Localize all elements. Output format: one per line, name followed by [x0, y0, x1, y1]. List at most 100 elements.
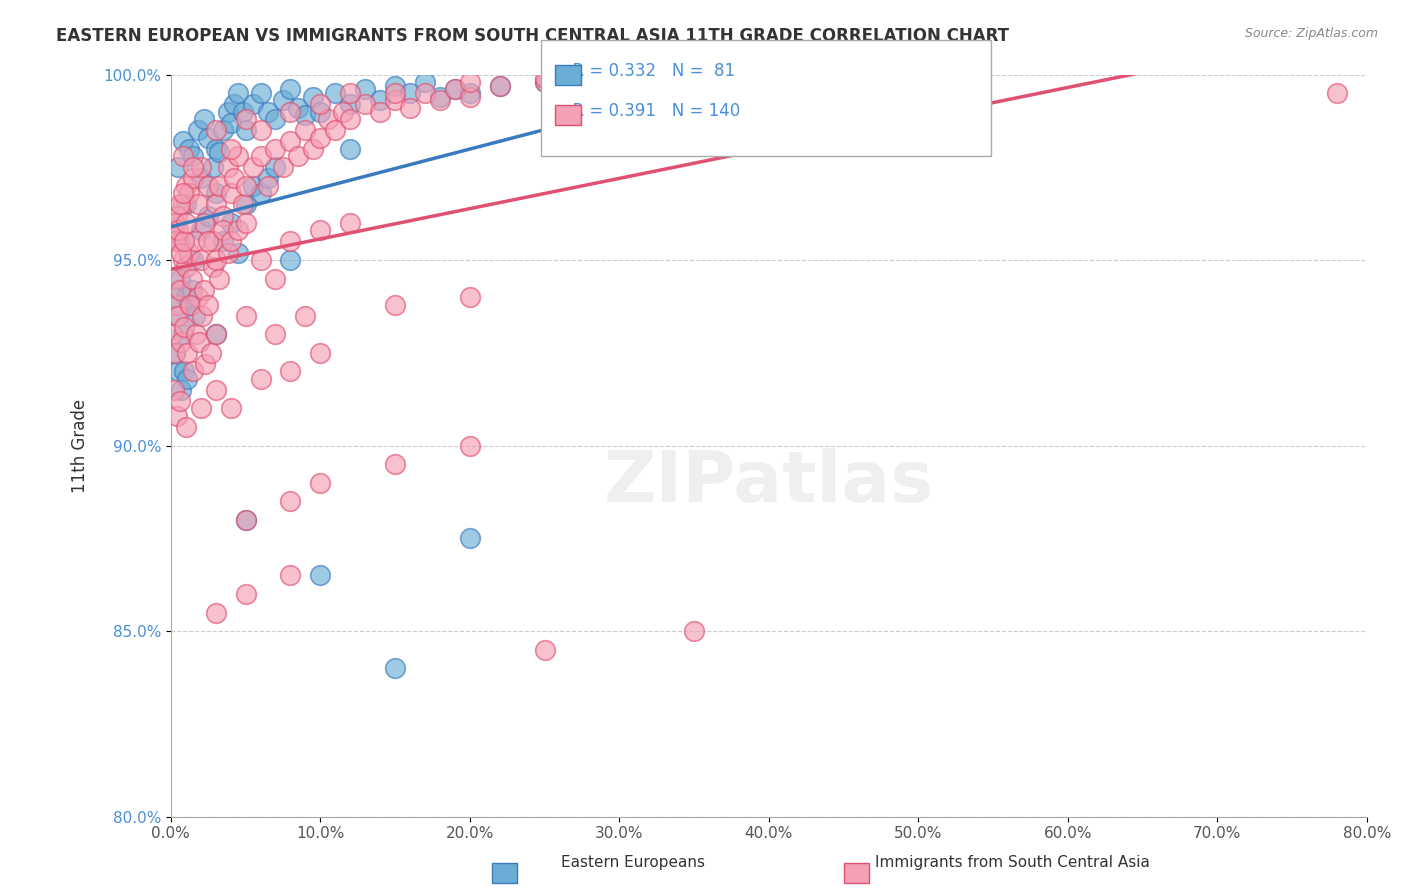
Point — [384, 86, 406, 100]
Point — [242, 178, 264, 193]
Point — [339, 142, 361, 156]
Point — [309, 104, 332, 119]
Point — [180, 271, 202, 285]
Point — [169, 197, 191, 211]
Text: Eastern Europeans: Eastern Europeans — [561, 855, 704, 870]
Point — [264, 142, 287, 156]
Point — [190, 223, 212, 237]
Point — [339, 86, 361, 100]
Point — [162, 327, 184, 342]
Point — [1326, 86, 1348, 100]
Point — [208, 145, 231, 160]
Point — [226, 223, 249, 237]
Point — [294, 309, 316, 323]
Point — [683, 75, 706, 89]
Point — [280, 253, 302, 268]
Point — [458, 86, 481, 100]
Point — [309, 346, 332, 360]
Text: EASTERN EUROPEAN VS IMMIGRANTS FROM SOUTH CENTRAL ASIA 11TH GRADE CORRELATION CH: EASTERN EUROPEAN VS IMMIGRANTS FROM SOUT… — [56, 27, 1010, 45]
Point — [429, 90, 451, 104]
Point — [173, 364, 195, 378]
Point — [758, 71, 780, 86]
Point — [193, 112, 215, 126]
Point — [488, 78, 510, 93]
Point — [191, 309, 214, 323]
Point — [249, 253, 271, 268]
Point — [458, 439, 481, 453]
Point — [197, 178, 219, 193]
Point — [165, 216, 187, 230]
Point — [235, 309, 257, 323]
Point — [169, 235, 191, 249]
Point — [174, 178, 197, 193]
Point — [169, 283, 191, 297]
Point — [167, 161, 190, 175]
Point — [533, 75, 555, 89]
Point — [186, 327, 208, 342]
Point — [212, 223, 235, 237]
Point — [174, 216, 197, 230]
Point — [280, 494, 302, 508]
Point — [235, 216, 257, 230]
Point — [181, 364, 204, 378]
Point — [176, 372, 198, 386]
Point — [368, 104, 391, 119]
Point — [399, 86, 422, 100]
Point — [194, 357, 217, 371]
Point — [174, 290, 197, 304]
Point — [177, 297, 200, 311]
Point — [162, 223, 184, 237]
Point — [219, 235, 242, 249]
Point — [235, 112, 257, 126]
Point — [204, 123, 226, 137]
Point — [280, 568, 302, 582]
Point — [309, 97, 332, 112]
Point — [232, 104, 254, 119]
Point — [165, 346, 187, 360]
Point — [683, 624, 706, 638]
Point — [302, 90, 325, 104]
Point — [222, 97, 245, 112]
Point — [458, 90, 481, 104]
Point — [219, 216, 242, 230]
Point — [204, 197, 226, 211]
Point — [226, 86, 249, 100]
Point — [271, 161, 294, 175]
Point — [226, 245, 249, 260]
Point — [212, 209, 235, 223]
Point — [235, 123, 257, 137]
Point — [176, 346, 198, 360]
Point — [190, 253, 212, 268]
Point — [201, 235, 224, 249]
Point — [187, 290, 209, 304]
Point — [219, 401, 242, 416]
Point — [200, 346, 222, 360]
Point — [163, 271, 186, 285]
Point — [187, 123, 209, 137]
Point — [170, 334, 193, 349]
Point — [257, 104, 280, 119]
Point — [444, 82, 467, 96]
Point — [167, 223, 190, 237]
Point — [177, 142, 200, 156]
Point — [533, 75, 555, 89]
Point — [280, 235, 302, 249]
Point — [458, 290, 481, 304]
Point — [323, 86, 346, 100]
Point — [165, 346, 187, 360]
Point — [170, 383, 193, 397]
Point — [249, 123, 271, 137]
Point — [208, 271, 231, 285]
Point — [172, 197, 194, 211]
Point — [368, 94, 391, 108]
Point — [217, 161, 239, 175]
Point — [832, 78, 855, 93]
Point — [249, 186, 271, 201]
Point — [287, 101, 309, 115]
Point — [174, 420, 197, 434]
Point — [190, 161, 212, 175]
Point — [242, 161, 264, 175]
Point — [163, 290, 186, 304]
Point — [339, 97, 361, 112]
Point — [287, 149, 309, 163]
